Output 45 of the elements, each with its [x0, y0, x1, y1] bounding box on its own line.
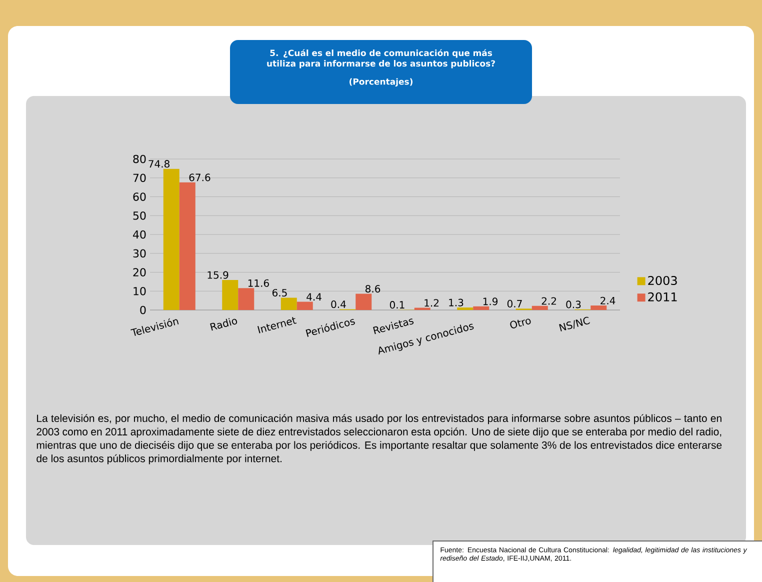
data-label: 15.9 — [208, 271, 228, 279]
bar — [532, 306, 548, 310]
data-label: 2.2 — [542, 297, 556, 305]
y-tick-label: 10 — [134, 286, 146, 296]
bar — [296, 302, 313, 310]
y-tick-label: 60 — [133, 192, 146, 201]
chart-title: 5. ¿Cuál es el medio de comunicación que más utiliza para informarse de los asuntos publicos? — [267, 49, 495, 68]
data-label: 1.2 — [424, 299, 438, 307]
data-label: 0.1 — [390, 301, 404, 309]
data-label: 2.4 — [600, 296, 616, 304]
bar — [163, 168, 180, 310]
data-label: 0.7 — [507, 300, 522, 308]
data-label: 8.6 — [366, 284, 380, 293]
bar — [238, 288, 254, 310]
legend-label: 2003 — [648, 276, 677, 286]
bar — [280, 298, 297, 310]
y-tick-label: 40 — [133, 230, 146, 239]
x-tick-label: NS/NC — [559, 316, 590, 332]
bar — [473, 306, 490, 310]
bar — [590, 305, 607, 310]
bar — [179, 182, 196, 310]
data-label: 1.9 — [483, 298, 498, 306]
bar — [356, 294, 372, 310]
data-label: 1.3 — [449, 298, 464, 306]
y-tick-label: 0 — [140, 306, 146, 314]
data-label: 4.4 — [306, 293, 322, 300]
y-tick-label: 50 — [133, 211, 146, 220]
bar — [222, 280, 238, 310]
text: La televisión es, por mucho, el medio de comunicación masiva más usado por los entrevistados para informarse sobre asuntos públicos – tanto en 2003 como en 2011 aproximadamente siete de diez entrevistados seleccionaron esta opción. Uno de siete dijo que se enteraba por medio del radio, mientras que uno de dieciséis dijo que se enteraba por los periódicos. Es importante resaltar que solamente 3% de los entrevistados dice enterarse de los asuntos públicos primordialmente por internet. — [36, 414, 722, 464]
x-tick-label: Revistas — [373, 318, 414, 334]
data-label: 0.3 — [566, 300, 581, 308]
x-tick-label: Otro — [510, 318, 531, 328]
data-label: 74.8 — [148, 160, 170, 168]
y-tick-label: 20 — [133, 268, 146, 276]
data-label: 6.5 — [272, 288, 287, 297]
chart-subtitle: (Porcentajes) — [350, 78, 412, 86]
y-tick-label: 80 — [133, 154, 146, 164]
data-label: 11.6 — [248, 279, 269, 287]
y-tick-label: 70 — [133, 174, 146, 182]
data-label: 0.4 — [331, 300, 346, 308]
legend-label: 2011 — [648, 292, 677, 302]
x-tick-label: Radio — [210, 318, 238, 331]
data-label: 67.6 — [189, 174, 210, 182]
y-tick-label: 30 — [133, 249, 146, 258]
x-tick-label: Internet — [258, 317, 297, 334]
